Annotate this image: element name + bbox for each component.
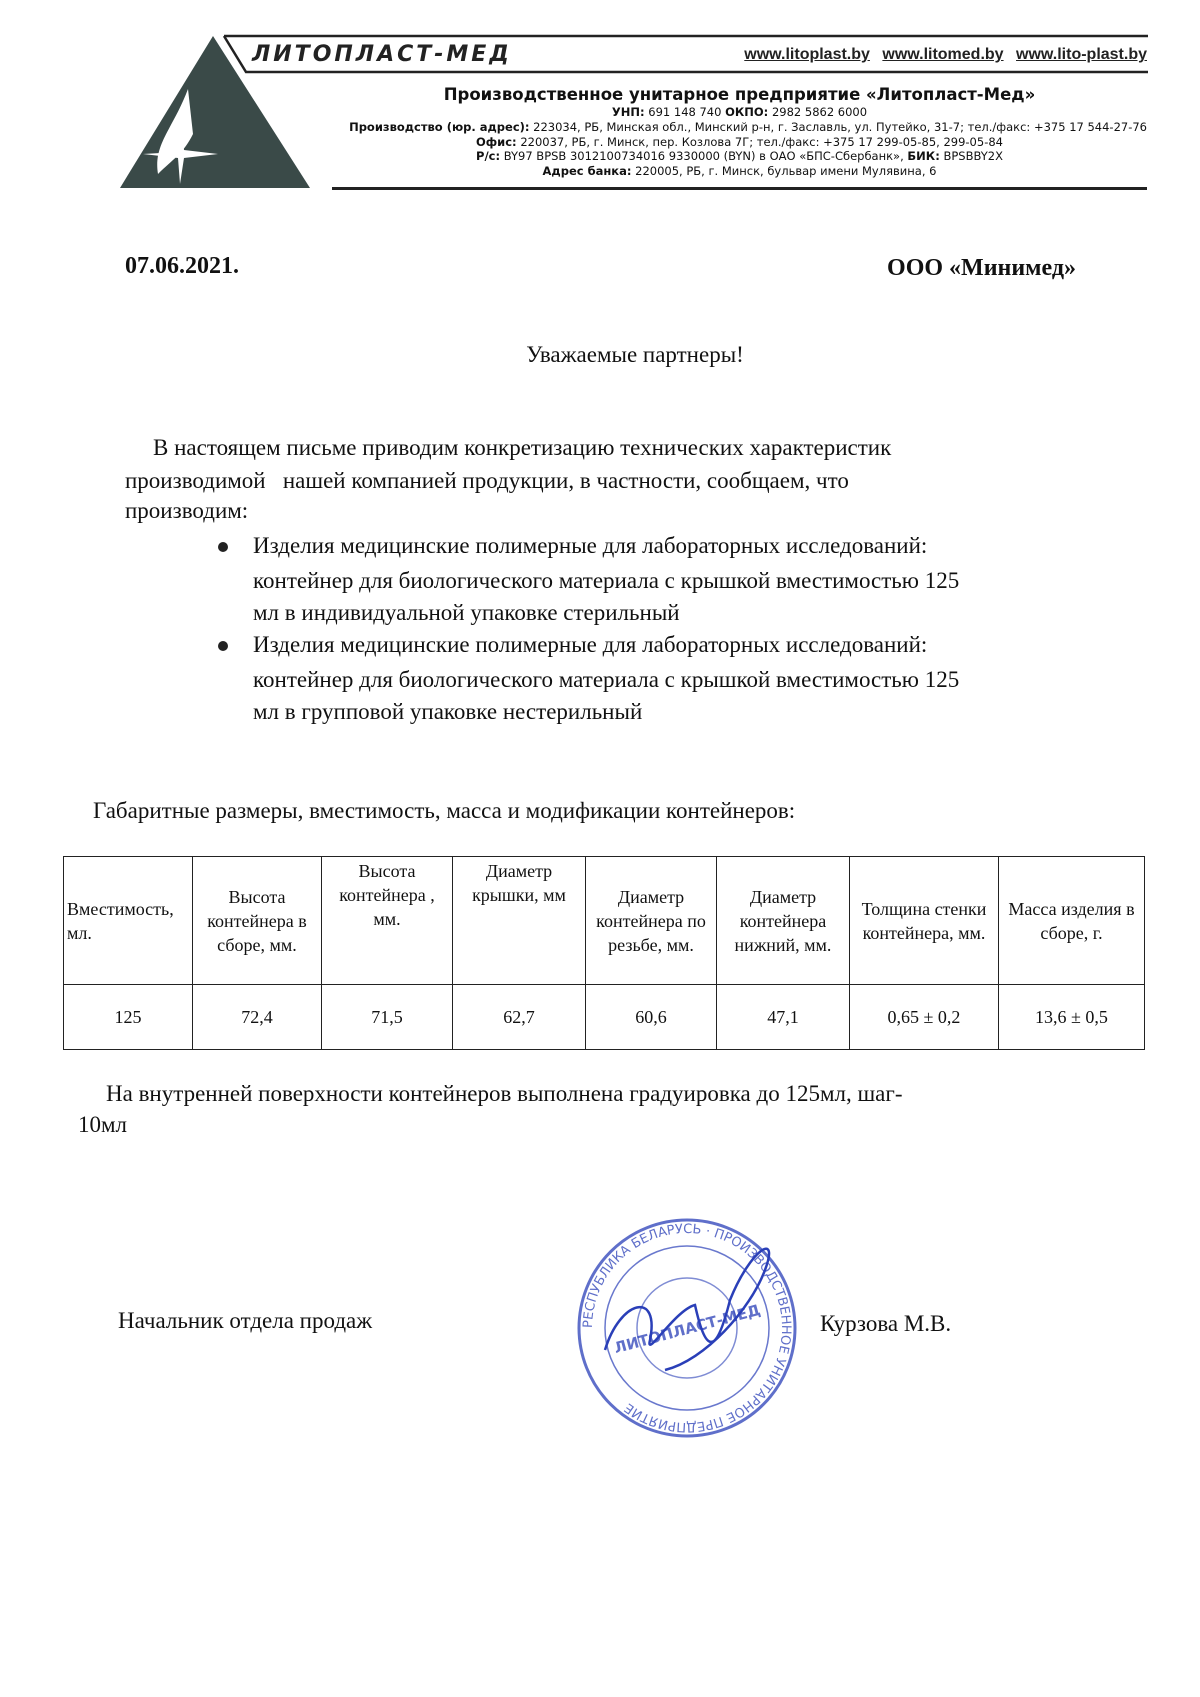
letter-date: 07.06.2021. xyxy=(125,253,239,279)
bullet-2-line-3: мл в групповой упаковке нестерильный xyxy=(253,699,643,724)
company-name: Производственное унитарное предприятие «… xyxy=(443,85,1036,104)
greeting: Уважаемые партнеры! xyxy=(526,342,744,367)
header-line-office: Офис: 220037, РБ, г. Минск, пер. Козлова… xyxy=(476,135,1003,149)
header-line-production: Производство (юр. адрес): 223034, РБ, Ми… xyxy=(349,120,1147,134)
url-litomed[interactable]: www.litomed.by xyxy=(882,46,1004,63)
intro-line-2: производимой нашей компанией продукции, … xyxy=(125,468,849,493)
table-row: 125 72,4 71,5 62,7 60,6 47,1 0,65 ± 0,2 … xyxy=(63,984,1145,1050)
bullet-1-line-2: контейнер для биологического материала с… xyxy=(253,568,960,593)
signer-name: Курзова М.В. xyxy=(820,1311,952,1336)
url-litoplast[interactable]: www.litoplast.by xyxy=(744,46,870,63)
bullet-icon xyxy=(218,641,228,651)
intro-line-1: В настоящем письме приводим конкретизаци… xyxy=(153,435,892,460)
letter-recipient: ООО «Минимед» xyxy=(887,255,1076,281)
note-line-1: На внутренней поверхности контейнеров вы… xyxy=(106,1081,903,1106)
bullet-1-line-3: мл в индивидуальной упаковке стерильный xyxy=(253,600,680,625)
table-header-row: Вместимость, мл. Высота контейнера в сбо… xyxy=(63,856,1145,985)
signer-title: Начальник отдела продаж xyxy=(118,1308,373,1333)
header-cell: Диаметр контейнера нижний, мм. xyxy=(716,856,850,985)
header-cell: Высота контейнера , мм. xyxy=(321,856,453,985)
header-cell: Масса изделия в сборе, г. xyxy=(998,856,1145,985)
cell: 72,4 xyxy=(192,984,322,1050)
logo-text: ЛИТОПЛАСТ-МЕД xyxy=(252,42,512,67)
signature xyxy=(603,1247,771,1372)
cell: 60,6 xyxy=(585,984,717,1050)
specs-table: Вместимость, мл. Высота контейнера в сбо… xyxy=(63,856,1145,1050)
header-cell: Диаметр крышки, мм xyxy=(452,856,586,985)
cell: 125 xyxy=(63,984,193,1050)
cell: 47,1 xyxy=(716,984,850,1050)
header-line-bank-address: Адрес банка: 220005, РБ, г. Минск, бульв… xyxy=(542,164,937,178)
header-bottom-rule xyxy=(332,187,1147,190)
bullet-2-line-2: контейнер для биологического материала с… xyxy=(253,667,960,692)
cell: 71,5 xyxy=(321,984,453,1050)
bullet-icon xyxy=(218,542,228,552)
note-line-2: 10мл xyxy=(78,1112,128,1137)
header-banner-line xyxy=(222,34,1148,74)
header-cell: Высота контейнера в сборе, мм. xyxy=(192,856,322,985)
intro-line-3: производим: xyxy=(125,498,249,523)
cell: 62,7 xyxy=(452,984,586,1050)
cell: 13,6 ± 0,5 xyxy=(998,984,1145,1050)
company-stamp: РЕСПУБЛИКА БЕЛАРУСЬ · ПРОИЗВОДСТВЕННОЕ У… xyxy=(577,1218,797,1438)
header-cell: Толщина стенки контейнера, мм. xyxy=(849,856,999,985)
header-line-registration: УНП: 691 148 740 ОКПО: 2982 5862 6000 xyxy=(611,105,868,119)
cell: 0,65 ± 0,2 xyxy=(849,984,999,1050)
url-lito-plast[interactable]: www.lito-plast.by xyxy=(1016,46,1147,63)
bullet-2-line-1: Изделия медицинские полимерные для лабор… xyxy=(253,632,928,657)
bullet-1-line-1: Изделия медицинские полимерные для лабор… xyxy=(253,533,928,558)
header-urls: www.litoplast.by www.litomed.by www.lito… xyxy=(744,46,1147,64)
table-caption: Габаритные размеры, вместимость, масса и… xyxy=(93,798,796,823)
header-cell: Вместимость, мл. xyxy=(63,856,193,985)
header-line-bank-account: Р/с: BY97 BPSB 3012100734016 9330000 (BY… xyxy=(476,149,1003,163)
header-cell: Диаметр контейнера по резьбе, мм. xyxy=(585,856,717,985)
company-logo xyxy=(120,36,310,188)
